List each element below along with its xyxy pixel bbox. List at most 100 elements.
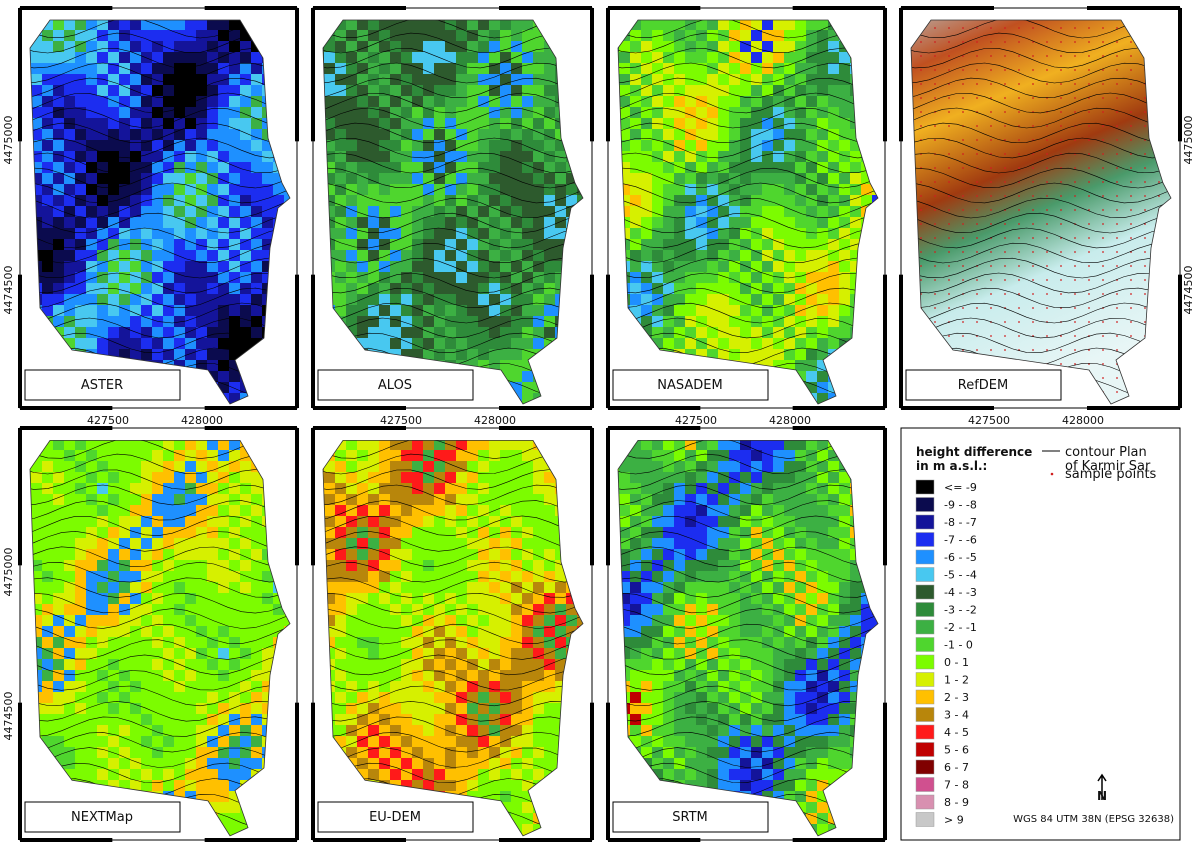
dem-cell [86, 681, 97, 692]
dem-cell [456, 129, 467, 140]
dem-cell [163, 472, 174, 483]
dem-cell [500, 261, 511, 272]
dem-cell [229, 538, 240, 549]
dem-cell [696, 184, 707, 195]
dem-cell [718, 85, 729, 96]
dem-cell [555, 250, 566, 261]
dem-cell [707, 20, 718, 30]
dem-cell [218, 272, 229, 283]
dem-cell [141, 538, 152, 549]
dem-cell [196, 637, 207, 648]
contour-line [618, 212, 878, 234]
sample-point [948, 223, 950, 225]
dem-cell [379, 549, 390, 560]
dem-cell [401, 472, 412, 483]
dem-cell [31, 140, 42, 151]
dem-cell [478, 450, 489, 461]
dem-cell [740, 85, 751, 96]
sample-point [1074, 139, 1076, 141]
map-panel: NEXTMap [18, 426, 299, 842]
dem-cell [97, 527, 108, 538]
dem-cell [423, 571, 434, 582]
dem-cell [751, 305, 762, 316]
sample-point [1032, 321, 1034, 323]
dem-cell [75, 626, 86, 637]
dem-cell [500, 560, 511, 571]
dem-cell [119, 206, 130, 217]
dem-cell [478, 239, 489, 250]
contour-line [30, 700, 290, 722]
dem-cell [346, 450, 357, 461]
dem-cell [423, 129, 434, 140]
dem-cell [489, 140, 500, 151]
dem-cell [31, 96, 42, 107]
dem-cell [324, 162, 335, 173]
dem-cell [324, 582, 335, 593]
dem-cell [718, 338, 729, 349]
dem-cell [130, 228, 141, 239]
dem-cell [196, 184, 207, 195]
dem-cell [641, 250, 652, 261]
dem-cell [185, 305, 196, 316]
dem-cell [729, 140, 740, 151]
dem-cell [390, 250, 401, 261]
dem-cell [784, 316, 795, 327]
dem-cell [511, 440, 522, 450]
frame-tick [311, 8, 315, 142]
dem-cell [163, 714, 174, 725]
dem-cell [335, 85, 346, 96]
dem-cell [240, 294, 251, 305]
sample-point [1102, 223, 1104, 225]
contour-line [323, 92, 583, 114]
dem-cell [174, 758, 185, 769]
dem-cell [674, 74, 685, 85]
dem-cell [696, 305, 707, 316]
contour-line [30, 515, 290, 537]
dem-cell [152, 305, 163, 316]
sample-point [948, 153, 950, 155]
dem-cell [795, 349, 806, 360]
dem-cell [218, 305, 229, 316]
dem-cell [240, 681, 251, 692]
dem-cell [207, 472, 218, 483]
dem-cell [773, 85, 784, 96]
dem-cell [817, 283, 828, 294]
dem-cell [174, 261, 185, 272]
panel-label: NASADEM [657, 378, 722, 393]
sample-point [962, 321, 964, 323]
dem-cell [240, 74, 251, 85]
dem-cell [390, 440, 401, 450]
dem-cell [390, 151, 401, 162]
dem-cell [346, 151, 357, 162]
dem-cell [456, 527, 467, 538]
dem-cell [685, 96, 696, 107]
dem-cell [511, 118, 522, 129]
dem-cell [185, 758, 196, 769]
sample-point [990, 69, 992, 71]
contour-line [323, 227, 583, 249]
sample-point [1074, 349, 1076, 351]
dem-cell [86, 195, 97, 206]
dem-cell [196, 20, 207, 30]
dem-cell [784, 74, 795, 85]
dem-cell [229, 184, 240, 195]
sample-point [976, 27, 978, 29]
sample-point [920, 195, 922, 197]
dem-cell [357, 228, 368, 239]
dem-cell [163, 571, 174, 582]
dem-cell [130, 294, 141, 305]
dem-cell [42, 659, 53, 670]
dem-cell [500, 129, 511, 140]
dem-cell [31, 549, 42, 560]
sample-point [976, 237, 978, 239]
dem-cell [262, 637, 273, 648]
dem-cell [401, 294, 412, 305]
dem-cell [729, 261, 740, 272]
dem-cell [130, 736, 141, 747]
sample-point [1116, 293, 1118, 295]
dem-cell [500, 239, 511, 250]
dem-cell [185, 151, 196, 162]
dem-cell [163, 250, 174, 261]
dem-cell [240, 549, 251, 560]
dem-cell [478, 96, 489, 107]
